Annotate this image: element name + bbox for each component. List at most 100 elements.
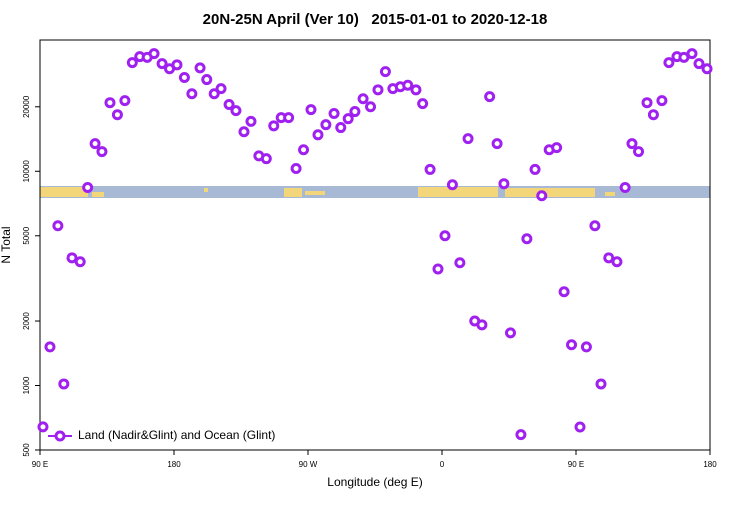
point bbox=[223, 98, 235, 110]
point bbox=[410, 84, 422, 96]
y-tick-label: 20000 bbox=[22, 95, 31, 118]
point bbox=[574, 421, 586, 433]
x-axis-label: Longitude (deg E) bbox=[327, 475, 422, 489]
point bbox=[603, 252, 615, 264]
point bbox=[328, 108, 340, 120]
point bbox=[82, 181, 94, 193]
point bbox=[686, 48, 698, 60]
point bbox=[320, 119, 332, 131]
map-strip bbox=[40, 186, 710, 198]
point bbox=[104, 97, 116, 109]
point bbox=[529, 163, 541, 175]
legend-marker bbox=[54, 430, 66, 442]
point bbox=[678, 51, 690, 63]
point bbox=[171, 59, 183, 71]
legend-label: Land (Nadir&Glint) and Ocean (Glint) bbox=[78, 428, 275, 442]
point bbox=[283, 112, 295, 124]
point bbox=[663, 57, 675, 69]
point bbox=[119, 95, 131, 107]
point bbox=[536, 190, 548, 202]
point bbox=[551, 142, 563, 154]
x-tick-label: 180 bbox=[167, 460, 181, 469]
point bbox=[566, 339, 578, 351]
point bbox=[626, 138, 638, 150]
y-tick-label: 5000 bbox=[22, 226, 31, 244]
y-axis-label: N Total bbox=[0, 226, 13, 263]
x-tick-label: 90 E bbox=[32, 460, 48, 469]
point bbox=[589, 220, 601, 232]
point bbox=[66, 252, 78, 264]
point bbox=[230, 105, 242, 117]
point bbox=[305, 104, 317, 116]
plot-frame bbox=[39, 39, 711, 451]
point bbox=[365, 101, 377, 113]
point bbox=[701, 63, 713, 75]
point bbox=[432, 263, 444, 275]
point bbox=[349, 106, 361, 118]
point bbox=[521, 233, 533, 245]
point bbox=[186, 88, 198, 100]
point bbox=[312, 129, 324, 141]
point bbox=[37, 421, 49, 433]
point bbox=[462, 133, 474, 145]
point bbox=[656, 95, 668, 107]
point bbox=[342, 113, 354, 125]
x-tick-label: 0 bbox=[440, 460, 445, 469]
point bbox=[245, 115, 257, 127]
point bbox=[298, 144, 310, 156]
point bbox=[215, 83, 227, 95]
point bbox=[580, 341, 592, 353]
point bbox=[194, 62, 206, 74]
point bbox=[335, 122, 347, 134]
point bbox=[52, 220, 64, 232]
point bbox=[201, 74, 213, 86]
point bbox=[379, 66, 391, 78]
point bbox=[647, 109, 659, 121]
point bbox=[641, 97, 653, 109]
point bbox=[446, 179, 458, 191]
point bbox=[439, 230, 451, 242]
point bbox=[515, 429, 527, 441]
point bbox=[491, 138, 503, 150]
point bbox=[558, 286, 570, 298]
x-tick-label: 180 bbox=[703, 460, 717, 469]
point bbox=[357, 93, 369, 105]
chart-title: 20N-25N April (Ver 10) 2015-01-01 to 202… bbox=[203, 11, 548, 28]
point bbox=[619, 181, 631, 193]
point bbox=[44, 341, 56, 353]
point bbox=[484, 91, 496, 103]
point bbox=[89, 138, 101, 150]
point bbox=[148, 48, 160, 60]
point bbox=[476, 319, 488, 331]
point bbox=[595, 378, 607, 390]
point bbox=[504, 327, 516, 339]
point bbox=[178, 71, 190, 83]
point bbox=[454, 257, 466, 269]
point bbox=[156, 58, 168, 70]
point bbox=[58, 378, 70, 390]
point bbox=[633, 146, 645, 158]
y-tick-label: 1000 bbox=[22, 376, 31, 394]
point bbox=[693, 58, 705, 70]
point bbox=[268, 120, 280, 132]
point bbox=[402, 79, 414, 91]
point bbox=[498, 178, 510, 190]
point bbox=[126, 57, 138, 69]
point bbox=[372, 84, 384, 96]
point bbox=[238, 126, 250, 138]
point bbox=[424, 163, 436, 175]
point bbox=[111, 109, 123, 121]
point bbox=[208, 88, 220, 100]
point bbox=[74, 256, 86, 268]
point bbox=[260, 153, 272, 165]
point bbox=[417, 98, 429, 110]
y-tick-label: 10000 bbox=[22, 160, 31, 183]
point bbox=[290, 163, 302, 175]
x-tick-label: 90 W bbox=[299, 460, 318, 469]
point bbox=[96, 146, 108, 158]
y-tick-label: 500 bbox=[22, 443, 31, 457]
x-tick-label: 90 E bbox=[568, 460, 584, 469]
y-tick-label: 2000 bbox=[22, 312, 31, 330]
point bbox=[611, 256, 623, 268]
